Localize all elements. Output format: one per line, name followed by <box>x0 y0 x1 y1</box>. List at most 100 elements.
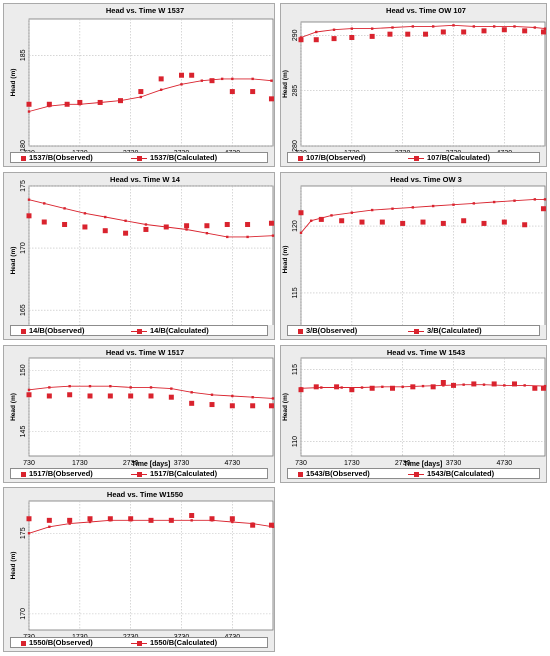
calculated-point <box>27 198 31 201</box>
observed-marker-icon <box>298 155 303 161</box>
observed-point <box>77 99 83 105</box>
chart-svg: Head vs. Time OW 37301730273037304730115… <box>282 175 547 325</box>
legend: 14/B(Observed) 14/B(Calculated) <box>10 325 268 336</box>
observed-point <box>67 392 73 398</box>
calculated-point <box>330 214 333 217</box>
observed-point <box>405 31 411 37</box>
observed-point <box>268 403 274 409</box>
calculated-point <box>299 387 303 390</box>
chart-title: Head vs. Time W 14 <box>110 175 181 184</box>
calculated-point <box>139 95 143 99</box>
calculated-line-icon <box>131 155 147 161</box>
y-tick-label: 115 <box>292 287 299 298</box>
observed-point <box>379 219 385 225</box>
calculated-point <box>431 25 435 28</box>
chart-svg: Head vs. Time W 1537 730 1730 2730 3730 4730 1… <box>10 6 274 152</box>
observed-point <box>87 393 93 399</box>
calculated-point <box>271 397 275 400</box>
calculated-point <box>391 26 394 29</box>
legend-label: 107/B(Observed) <box>306 153 366 163</box>
observed-point <box>268 522 274 528</box>
observed-point <box>67 517 73 523</box>
calculated-point <box>320 386 323 389</box>
legend-item-calculated: 3/B(Calculated) <box>408 326 482 336</box>
y-axis-label: Head (m) <box>10 393 17 421</box>
legend: 1517/B(Observed) 1517/B(Calculated) <box>10 468 268 479</box>
x-axis-label: Time [days] <box>132 461 171 468</box>
y-tick-label: 170 <box>20 242 27 254</box>
calculated-point <box>350 27 354 30</box>
observed-point <box>540 29 546 35</box>
legend-label: 14/B(Calculated) <box>150 326 209 336</box>
calculated-point <box>299 36 303 39</box>
observed-point <box>62 221 68 227</box>
x-tick-label: 730 <box>295 150 307 152</box>
observed-point <box>440 29 446 35</box>
legend: 1537/B(Observed) 1537/B(Calculated) <box>10 152 268 163</box>
chart-title: Head vs. Time OW 107 <box>386 6 466 15</box>
y-tick-label: 290 <box>292 29 299 41</box>
observed-point <box>46 101 52 107</box>
observed-point <box>522 222 528 228</box>
calculated-point <box>503 384 506 387</box>
chart-panel-1: Head vs. Time W 153773017302730373047301… <box>3 3 275 167</box>
calculated-point <box>190 391 193 394</box>
observed-point <box>339 218 345 224</box>
y-axis-label: Head (m) <box>10 69 17 97</box>
x-tick-label: 2730 <box>123 634 139 637</box>
calculated-point <box>251 396 254 399</box>
chart-svg: Head vs. Time W 147301730273037304730165… <box>10 175 275 325</box>
legend-label: 1543/B(Calculated) <box>427 469 495 479</box>
calculated-point <box>421 384 425 388</box>
x-tick-label: 4730 <box>225 460 241 467</box>
calculated-point <box>185 228 188 231</box>
calculated-point <box>48 386 51 389</box>
legend-item-calculated: 1543/B(Calculated) <box>408 469 494 479</box>
calculated-point <box>231 77 234 81</box>
legend-item-observed: 1550/B(Observed) <box>21 638 93 648</box>
calculated-point <box>129 386 132 389</box>
y-axis-label: Head (m) <box>10 247 17 275</box>
calculated-point <box>370 208 374 212</box>
calculated-point <box>472 25 476 28</box>
legend-item-observed: 1543/B(Observed) <box>298 469 370 479</box>
observed-point <box>318 216 324 222</box>
chart-panel-6: Head vs. Time W 1543 730 1730 2730 3730 4730 1… <box>280 345 547 483</box>
calculated-point <box>109 384 112 388</box>
calculated-point <box>220 77 224 81</box>
calculated-point <box>299 231 303 234</box>
observed-marker-icon <box>21 328 26 334</box>
calculated-line-icon <box>131 471 147 477</box>
legend-label: 1550/B(Observed) <box>29 638 93 648</box>
calculated-point <box>83 212 87 215</box>
x-tick-label: 4730 <box>497 460 513 467</box>
y-tick-label: 170 <box>20 608 27 620</box>
calculated-point <box>482 383 486 386</box>
calculated-point <box>270 79 273 82</box>
calculated-point <box>472 202 476 205</box>
y-axis-label: Head (m) <box>10 552 17 580</box>
calculated-point <box>533 198 537 201</box>
observed-point <box>349 387 355 393</box>
observed-point <box>540 385 546 391</box>
calculated-point <box>391 207 394 210</box>
legend-item-calculated: 107/B(Calculated) <box>408 153 490 163</box>
legend: 3/B(Observed) 3/B(Calculated) <box>287 325 540 336</box>
observed-point <box>209 402 215 408</box>
chart-panel-4: Head vs. Time OW 37301730273037304730115… <box>280 172 547 340</box>
legend-label: 3/B(Calculated) <box>427 326 482 336</box>
x-tick-label: 3730 <box>446 460 462 467</box>
observed-point <box>128 393 134 399</box>
chart-panel-7: Head vs. Time W1550 730 1730 2730 3730 4730 17… <box>3 487 275 652</box>
legend: 1550/B(Observed) 1550/B(Calculated) <box>10 637 268 648</box>
observed-point <box>107 516 113 522</box>
observed-point <box>440 220 446 226</box>
y-axis-label: Head (m) <box>282 393 289 421</box>
calculated-point <box>98 101 102 104</box>
calculated-point <box>231 520 234 524</box>
observed-point <box>26 101 32 107</box>
legend-item-observed: 1537/B(Observed) <box>21 153 93 163</box>
calculated-point <box>350 211 354 214</box>
observed-marker-icon <box>21 640 26 646</box>
calculated-point <box>309 219 313 222</box>
